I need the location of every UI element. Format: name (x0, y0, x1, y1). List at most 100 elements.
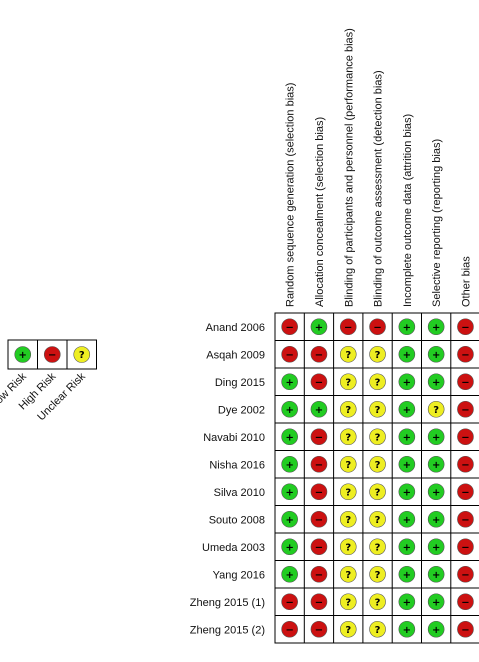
rating-cell: ? (339, 565, 357, 583)
rating-cell: + (281, 455, 298, 473)
unclear-risk-symbol: ? (345, 487, 351, 498)
unclear-risk-circle (369, 593, 386, 611)
low-risk-circle (281, 483, 298, 501)
rating-cell: + (398, 538, 416, 556)
rating-cell: + (310, 400, 328, 418)
low-risk-symbol: + (403, 625, 411, 636)
low-risk-symbol: + (432, 377, 440, 388)
unclear-risk-circle (339, 510, 357, 528)
high-risk-symbol: − (48, 350, 56, 361)
high-risk-symbol: − (461, 542, 469, 553)
high-risk-symbol: − (461, 405, 469, 416)
rating-cell: + (398, 483, 416, 501)
low-risk-symbol: + (403, 350, 411, 361)
study-label: Navabi 2010 (203, 432, 265, 444)
rating-cell: ? (339, 345, 357, 363)
rating-cell: ? (339, 400, 357, 418)
low-risk-symbol: + (403, 570, 411, 581)
high-risk-circle (281, 620, 298, 638)
legend: +Low Risk−High Risk?Unclear Risk (0, 339, 97, 423)
unclear-risk-circle (369, 565, 386, 583)
column-header: Blinding of participants and personnel (… (343, 28, 355, 307)
low-risk-symbol: + (403, 542, 411, 553)
unclear-risk-symbol: ? (433, 405, 439, 416)
rating-cell: ? (369, 510, 386, 528)
unclear-risk-circle (369, 345, 386, 363)
rating-cell: + (281, 483, 298, 501)
high-risk-circle (310, 565, 328, 583)
rating-cell: − (310, 345, 328, 363)
rating-cell: + (427, 538, 445, 556)
rating-cell: − (457, 373, 474, 391)
study-label: Ding 2015 (215, 377, 265, 389)
rating-cell: + (398, 620, 416, 638)
low-risk-circle (427, 345, 445, 363)
high-risk-circle (310, 428, 328, 446)
high-risk-circle (339, 318, 357, 336)
unclear-risk-circle (369, 373, 386, 391)
high-risk-symbol: − (315, 625, 323, 636)
low-risk-circle (398, 620, 416, 638)
unclear-risk-circle (339, 428, 357, 446)
rating-cell: + (281, 373, 298, 391)
low-risk-symbol: + (432, 322, 440, 333)
high-risk-circle (310, 483, 328, 501)
high-risk-symbol: − (315, 487, 323, 498)
rating-cell: + (427, 483, 445, 501)
high-risk-symbol: − (461, 487, 469, 498)
low-risk-symbol: + (403, 460, 411, 471)
rating-cell: ? (427, 400, 445, 418)
study-label: Asqah 2009 (206, 349, 265, 361)
low-risk-symbol: + (432, 350, 440, 361)
rating-cell: + (398, 565, 416, 583)
rating-cell: ? (369, 538, 386, 556)
unclear-risk-circle (339, 593, 357, 611)
low-risk-symbol: + (403, 597, 411, 608)
rating-cell: ? (369, 345, 386, 363)
unclear-risk-symbol: ? (345, 377, 351, 388)
unclear-risk-symbol: ? (79, 350, 85, 361)
column-header: Random sequence generation (selection bi… (285, 83, 297, 307)
study-label: Umeda 2003 (202, 542, 265, 554)
rating-cell: − (457, 428, 474, 446)
rating-cell: + (427, 565, 445, 583)
unclear-risk-symbol: ? (345, 570, 351, 581)
high-risk-symbol: − (461, 377, 469, 388)
rating-cell: ? (339, 373, 357, 391)
low-risk-circle (398, 565, 416, 583)
low-risk-symbol: + (315, 322, 323, 333)
low-risk-symbol: + (285, 487, 293, 498)
rating-cell: + (281, 510, 298, 528)
rating-cell: − (310, 620, 328, 638)
rating-cell: − (310, 510, 328, 528)
rating-cell: − (281, 345, 298, 363)
low-risk-circle (427, 593, 445, 611)
column-header: Blinding of outcome assessment (detectio… (373, 70, 385, 307)
rating-cell: + (427, 373, 445, 391)
rating-cell: + (398, 428, 416, 446)
high-risk-circle (310, 593, 328, 611)
unclear-risk-circle (339, 400, 357, 418)
rating-cell: − (281, 318, 298, 336)
unclear-risk-symbol: ? (375, 405, 381, 416)
unclear-risk-circle (339, 620, 357, 638)
low-risk-symbol: + (432, 597, 440, 608)
rating-cell: + (281, 428, 298, 446)
rating-cell: − (281, 593, 298, 611)
high-risk-circle (457, 318, 474, 336)
rating-cell: + (427, 593, 445, 611)
low-risk-circle (14, 346, 32, 363)
high-risk-symbol: − (315, 570, 323, 581)
low-risk-circle (398, 318, 416, 336)
unclear-risk-symbol: ? (345, 350, 351, 361)
high-risk-symbol: − (315, 597, 323, 608)
rating-cell: + (427, 510, 445, 528)
column-header: Incomplete outcome data (attrition bias) (402, 114, 414, 307)
low-risk-symbol: + (432, 432, 440, 443)
high-risk-symbol: − (315, 377, 323, 388)
unclear-risk-circle (427, 400, 445, 418)
rating-cell: + (398, 455, 416, 473)
legend-swatch: + (14, 346, 32, 363)
low-risk-circle (398, 373, 416, 391)
